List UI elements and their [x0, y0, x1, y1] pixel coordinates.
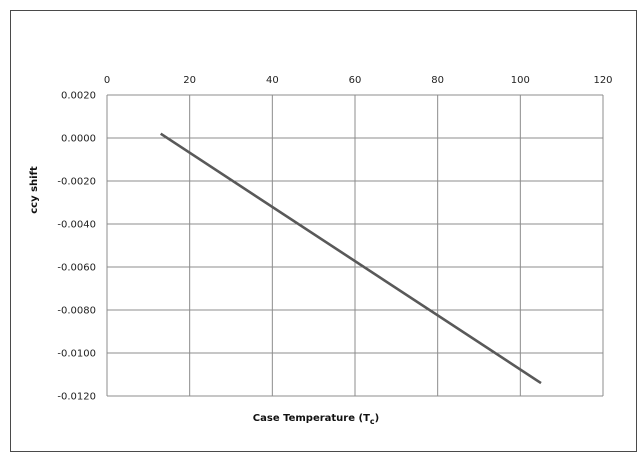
series-layer — [159, 132, 542, 385]
x-axis-title-suffix: ) — [375, 413, 380, 424]
y-tick-label: -0.0120 — [57, 392, 96, 403]
x-axis-title: Case Temperature (Tc) — [253, 413, 379, 426]
y-axis-title: ccy shift — [29, 166, 40, 214]
y-tick-label: -0.0060 — [57, 263, 96, 274]
chart-svg: 0 20 40 60 80 100 120 0.0020 0.0000 -0.0020 -0.00… — [29, 75, 613, 426]
x-tick-label: 100 — [511, 75, 530, 86]
y-tick-label: -0.0040 — [57, 220, 96, 231]
y-tick-labels: 0.0020 0.0000 -0.0020 -0.0040 -0.0060 -0.0080… — [57, 91, 96, 403]
chart-frame: 0 20 40 60 80 100 120 0.0020 0.0000 -0.0020 -0.00… — [10, 10, 637, 452]
x-axis-title-subscript: c — [370, 417, 375, 426]
x-axis-title-main: Case Temperature (T — [253, 413, 370, 424]
x-tick-label: 120 — [593, 75, 612, 86]
y-tick-label: 0.0000 — [61, 134, 96, 145]
y-tick-label: -0.0100 — [57, 349, 96, 360]
x-tick-label: 0 — [104, 75, 110, 86]
y-tick-label: 0.0020 — [61, 91, 96, 102]
x-tick-label: 40 — [266, 75, 279, 86]
gridlines — [106, 94, 604, 397]
y-tick-label: -0.0020 — [57, 177, 96, 188]
x-tick-labels: 0 20 40 60 80 100 120 — [104, 75, 613, 86]
y-tick-label: -0.0080 — [57, 306, 96, 317]
x-tick-label: 60 — [349, 75, 362, 86]
x-tick-label: 80 — [431, 75, 444, 86]
series-line — [159, 132, 542, 385]
x-tick-label: 20 — [183, 75, 196, 86]
